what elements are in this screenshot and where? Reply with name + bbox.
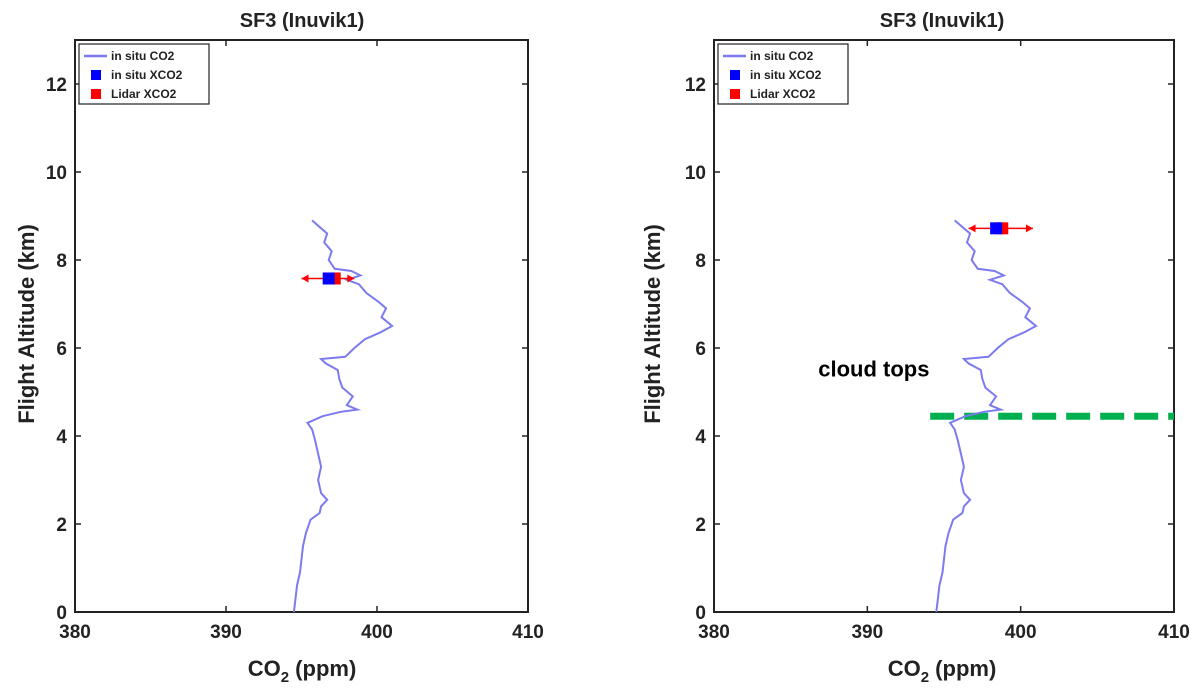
chart-right: SF3 (Inuvik1) CO2 (ppm) Flight Altitude … xyxy=(640,10,1190,686)
x-tick-label: 410 xyxy=(512,622,544,643)
y-tick-label: 2 xyxy=(56,515,67,536)
svg-text:CO2 (ppm): CO2 (ppm) xyxy=(248,656,357,686)
y-tick-label: 0 xyxy=(56,603,67,624)
chart-panel-left: SF3 (Inuvik1) CO2 (ppm) Flight Altitude … xyxy=(0,0,560,689)
svg-text:Flight Altitude (km): Flight Altitude (km) xyxy=(14,224,39,424)
svg-text:Flight Altitude (km): Flight Altitude (km) xyxy=(640,224,665,424)
y-tick-label: 10 xyxy=(46,163,67,184)
x-axis-label: CO2 (ppm) xyxy=(248,656,357,686)
plot-frame xyxy=(74,39,529,613)
error-arrow-right xyxy=(1025,224,1033,233)
legend-entry: in situ XCO2 xyxy=(111,68,183,82)
series-line-in-situ-co2 xyxy=(935,219,1038,613)
legend-swatch-square xyxy=(91,70,101,80)
y-tick-label: 10 xyxy=(685,163,706,184)
x-tick-label: 380 xyxy=(698,622,730,643)
x-tick-label: 390 xyxy=(210,622,242,643)
y-tick-label: 8 xyxy=(56,251,67,272)
plot-frame xyxy=(713,39,1175,613)
error-arrow-left xyxy=(968,224,976,233)
y-tick-label: 2 xyxy=(695,515,706,536)
legend-swatch-square xyxy=(91,89,101,99)
chart-title: SF3 (Inuvik1) xyxy=(880,10,1004,32)
series-line-in-situ-co2 xyxy=(292,219,394,613)
y-tick-label: 8 xyxy=(695,251,706,272)
y-tick-label: 6 xyxy=(56,339,67,360)
svg-text:CO2 (ppm): CO2 (ppm) xyxy=(888,656,997,686)
x-tick-label: 400 xyxy=(361,622,393,643)
y-tick-label: 4 xyxy=(56,427,67,448)
in-situ-xco2-marker xyxy=(990,222,1003,235)
x-tick-label: 380 xyxy=(59,622,91,643)
y-axis-label: Flight Altitude (km) xyxy=(640,224,665,424)
legend-entry: Lidar XCO2 xyxy=(750,87,816,101)
legend-entry: Lidar XCO2 xyxy=(111,87,177,101)
error-arrow-left xyxy=(301,274,309,283)
chart-title: SF3 (Inuvik1) xyxy=(240,10,364,32)
error-arrow-right xyxy=(347,274,355,283)
legend-swatch-square xyxy=(730,70,740,80)
legend-entry: in situ CO2 xyxy=(750,49,814,63)
legend-entry: in situ XCO2 xyxy=(750,68,822,82)
cloud-tops-annotation: cloud tops xyxy=(818,357,929,382)
y-tick-label: 0 xyxy=(695,603,706,624)
x-axis-label: CO2 (ppm) xyxy=(888,656,997,686)
legend-swatch-square xyxy=(730,89,740,99)
chart-left: SF3 (Inuvik1) CO2 (ppm) Flight Altitude … xyxy=(14,10,544,686)
y-tick-label: 12 xyxy=(685,75,706,96)
y-tick-label: 4 xyxy=(695,427,706,448)
y-axis-label: Flight Altitude (km) xyxy=(14,224,39,424)
y-tick-label: 6 xyxy=(695,339,706,360)
chart-panel-right: SF3 (Inuvik1) CO2 (ppm) Flight Altitude … xyxy=(640,0,1194,689)
x-tick-label: 390 xyxy=(851,622,883,643)
y-tick-label: 12 xyxy=(46,75,67,96)
legend: in situ CO2 in situ XCO2 Lidar XCO2 xyxy=(717,43,849,105)
legend: in situ CO2 in situ XCO2 Lidar XCO2 xyxy=(78,43,210,105)
x-tick-label: 410 xyxy=(1158,622,1190,643)
in-situ-xco2-marker xyxy=(322,272,335,285)
legend-entry: in situ CO2 xyxy=(111,49,175,63)
x-tick-label: 400 xyxy=(1005,622,1037,643)
